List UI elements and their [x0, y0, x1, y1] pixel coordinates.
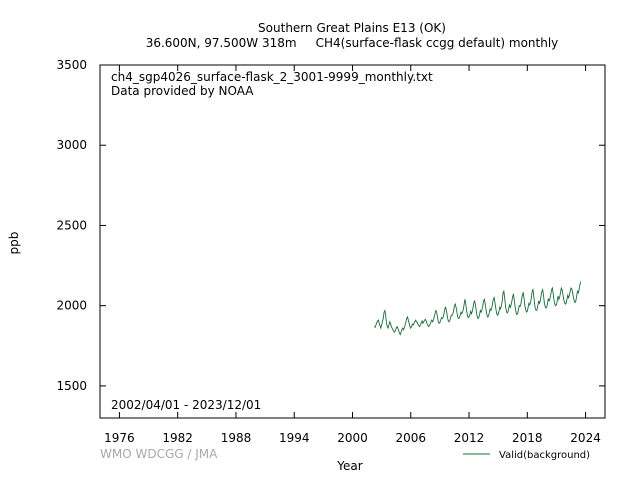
filename-annotation: ch4_sgp4026_surface-flask_2_3001-9999_mo…: [111, 70, 433, 84]
y-tick-label: 2000: [56, 299, 87, 313]
series-line-valid-background: [374, 281, 582, 336]
y-axis-label: ppb: [7, 232, 21, 255]
legend-label: Valid(background): [499, 450, 590, 461]
x-tick-label: 1982: [162, 431, 193, 445]
x-tick-label: 1994: [279, 431, 310, 445]
chart-title: Southern Great Plains E13 (OK): [258, 21, 446, 35]
x-axis: 1976 1982 1988 1994 2000 2006 2012 2018 2024: [104, 65, 601, 445]
x-tick-label: 2000: [337, 431, 368, 445]
provider-annotation: Data provided by NOAA: [111, 84, 254, 98]
x-tick-label: 2024: [570, 431, 601, 445]
y-tick-label: 3500: [56, 58, 87, 72]
y-tick-label: 1500: [56, 379, 87, 393]
x-tick-label: 2018: [512, 431, 543, 445]
y-tick-label: 3000: [56, 138, 87, 152]
x-axis-label: Year: [336, 459, 362, 473]
x-tick-label: 1988: [221, 431, 252, 445]
plot-area: [99, 64, 606, 419]
legend: Valid(background): [463, 450, 590, 461]
x-tick-label: 2006: [395, 431, 426, 445]
y-axis: 1500 2000 2500 3000 3500: [56, 58, 605, 393]
x-tick-label: 1976: [104, 431, 135, 445]
x-tick-label: 2012: [454, 431, 485, 445]
watermark: WMO WDCGG / JMA: [100, 447, 218, 461]
date-range-annotation: 2002/04/01 - 2023/12/01: [111, 398, 261, 412]
chart-subtitle: 36.600N, 97.500W 318m CH4(surface-flask …: [146, 36, 559, 50]
y-tick-label: 2500: [56, 218, 87, 232]
